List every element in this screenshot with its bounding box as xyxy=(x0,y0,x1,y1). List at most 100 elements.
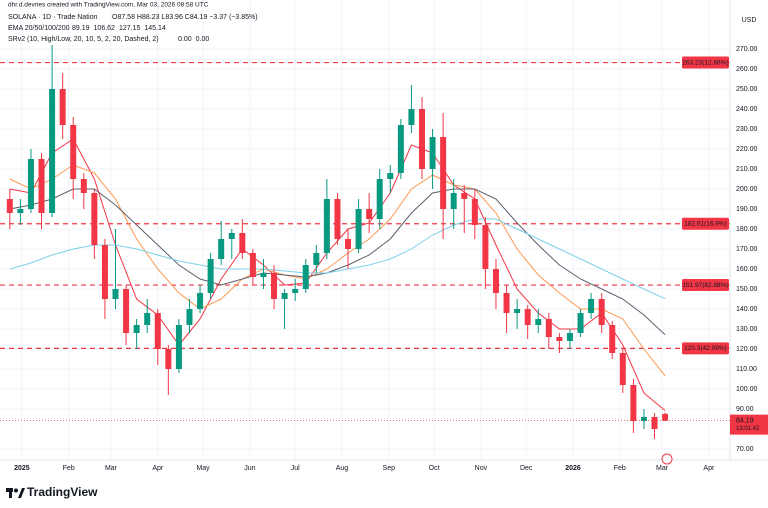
candle-body xyxy=(112,289,119,299)
ema-value: 89.19 xyxy=(72,25,90,32)
x-tick-label: Feb xyxy=(614,465,626,472)
candle-body xyxy=(524,309,531,325)
candle-body xyxy=(27,159,34,209)
y-tick-label: 230.00 xyxy=(736,126,758,133)
candle-body xyxy=(366,209,373,219)
candle-body xyxy=(91,193,98,245)
ema-value: 106.62 xyxy=(94,25,116,32)
candle-body xyxy=(101,245,108,299)
x-tick-label: Mar xyxy=(105,465,118,472)
ema-value: 127.15 xyxy=(119,25,141,32)
x-tick-label: 2026 xyxy=(565,465,581,472)
candle-body xyxy=(461,193,468,199)
level-label-box xyxy=(682,217,729,230)
y-tick-label: 260.00 xyxy=(736,66,758,73)
ema-label: EMA 20/50/100/200 xyxy=(8,25,70,32)
event-flag xyxy=(661,453,673,465)
level-label: 120.3(42.09%) xyxy=(684,345,727,352)
y-tick-label: 250.00 xyxy=(736,86,758,93)
candle-body xyxy=(260,273,267,277)
candle-body xyxy=(630,385,637,421)
candle-body xyxy=(334,199,341,239)
candle-body xyxy=(323,199,330,253)
candle-body xyxy=(471,199,478,225)
y-tick-label: 70.00 xyxy=(736,446,754,453)
candle-body xyxy=(376,179,383,219)
y-tick-label: 90.00 xyxy=(736,406,754,413)
candle-body xyxy=(514,309,521,313)
candle-body xyxy=(271,273,278,299)
candle-body xyxy=(662,413,669,421)
y-tick-label: 130.00 xyxy=(736,326,758,333)
last-price-box xyxy=(730,414,768,435)
candle-body xyxy=(440,137,447,209)
candle-body xyxy=(80,179,87,193)
y-tick-label: 180.00 xyxy=(736,226,758,233)
y-tick-label: 150.00 xyxy=(736,286,758,293)
candle-body xyxy=(566,333,573,341)
x-tick-label: Nov xyxy=(475,465,488,472)
candle-body xyxy=(123,289,130,333)
ema-line xyxy=(9,218,666,300)
level-label-box xyxy=(682,342,729,355)
symbol: SOLANA · 1D · Trade Nation xyxy=(8,14,98,21)
y-tick-label: 140.00 xyxy=(736,306,758,313)
candle-body xyxy=(175,325,182,369)
candle-body xyxy=(154,313,161,349)
candle-body xyxy=(609,325,616,353)
x-tick-label: Jul xyxy=(291,465,300,472)
y-tick-label: 210.00 xyxy=(736,166,758,173)
y-tick-label: 200.00 xyxy=(736,186,758,193)
countdown-label: 13:01:42 xyxy=(736,426,760,432)
candle-body xyxy=(619,353,626,385)
candle-body xyxy=(249,253,256,277)
candle-body xyxy=(239,233,246,253)
x-tick-label: Sep xyxy=(383,465,396,472)
candle-body xyxy=(429,137,436,169)
candle-body xyxy=(207,259,214,293)
candle-body xyxy=(281,293,288,299)
x-tick-label: 2025 xyxy=(14,465,30,472)
candle-body xyxy=(598,299,605,325)
x-tick-label: Aug xyxy=(336,465,349,472)
ema-value: 145.14 xyxy=(144,25,166,32)
level-label: 182.61(16.9%) xyxy=(684,220,727,227)
candle-body xyxy=(397,125,404,173)
candle-body xyxy=(418,109,425,169)
candle-body xyxy=(38,159,45,213)
y-tick-label: 100.00 xyxy=(736,386,758,393)
x-tick-label: Apr xyxy=(152,465,164,472)
y-tick-label: 190.00 xyxy=(736,206,758,213)
y-tick-label: 120.00 xyxy=(736,346,758,353)
level-label-box xyxy=(682,279,729,292)
candle-body xyxy=(355,209,362,249)
candle-body xyxy=(408,109,415,125)
candle-body xyxy=(387,173,394,179)
candle-body xyxy=(70,125,77,179)
x-tick-label: Oct xyxy=(429,465,440,472)
candle-body xyxy=(6,199,13,213)
candle-body xyxy=(59,89,66,125)
candle-body xyxy=(49,89,56,213)
candle-body xyxy=(17,209,24,213)
y-tick-label: 270.00 xyxy=(736,46,758,53)
candle-body xyxy=(133,325,140,333)
x-tick-label: Feb xyxy=(63,465,75,472)
brand: TradingView xyxy=(27,485,98,499)
candle-body xyxy=(302,265,309,289)
candle-body xyxy=(651,417,658,429)
candle-body xyxy=(545,319,552,337)
level-label: 263.23(12.66%) xyxy=(682,59,728,66)
ema-line xyxy=(9,188,666,336)
y-tick-label: 170.00 xyxy=(736,246,758,253)
candle-body xyxy=(228,233,235,239)
sr-label: SRv2 (10, High/Low, 20, 10, 5, 2, 20, Da… xyxy=(8,36,159,43)
x-tick-label: Mar xyxy=(656,465,669,472)
last-price-label: 84.19 xyxy=(736,417,754,424)
level-label-box xyxy=(682,56,729,69)
candle-body xyxy=(492,269,499,293)
x-tick-label: Dec xyxy=(520,465,533,472)
candle-body xyxy=(165,349,172,369)
